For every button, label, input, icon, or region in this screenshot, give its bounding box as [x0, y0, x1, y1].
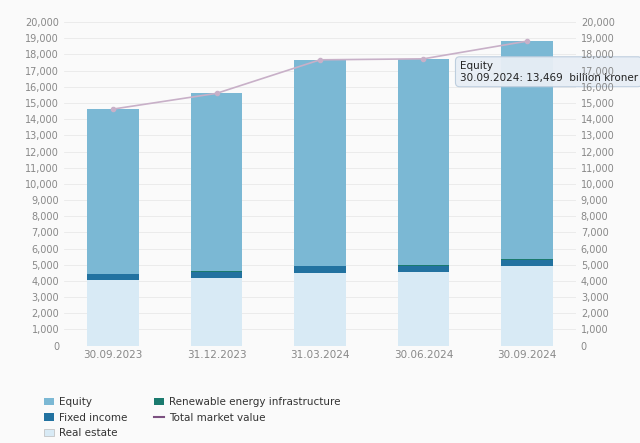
Bar	[87, 274, 139, 280]
Bar	[294, 266, 346, 267]
Bar	[191, 278, 243, 346]
Bar	[294, 267, 346, 273]
Bar	[501, 260, 553, 266]
Bar	[501, 41, 553, 259]
Bar	[397, 265, 449, 272]
Bar	[191, 272, 243, 278]
Bar	[397, 59, 449, 265]
Bar	[87, 109, 139, 274]
Bar	[501, 266, 553, 346]
Bar	[397, 272, 449, 346]
Bar	[191, 93, 243, 271]
Bar	[87, 280, 139, 346]
Bar	[501, 259, 553, 260]
Text: Equity
30.09.2024: 13,469  billion kroner: Equity 30.09.2024: 13,469 billion kroner	[460, 61, 638, 82]
Legend: Equity, Fixed income, Real estate, Renewable energy infrastructure, Total market: Equity, Fixed income, Real estate, Renew…	[44, 397, 340, 438]
Bar	[294, 60, 346, 266]
Bar	[294, 273, 346, 346]
